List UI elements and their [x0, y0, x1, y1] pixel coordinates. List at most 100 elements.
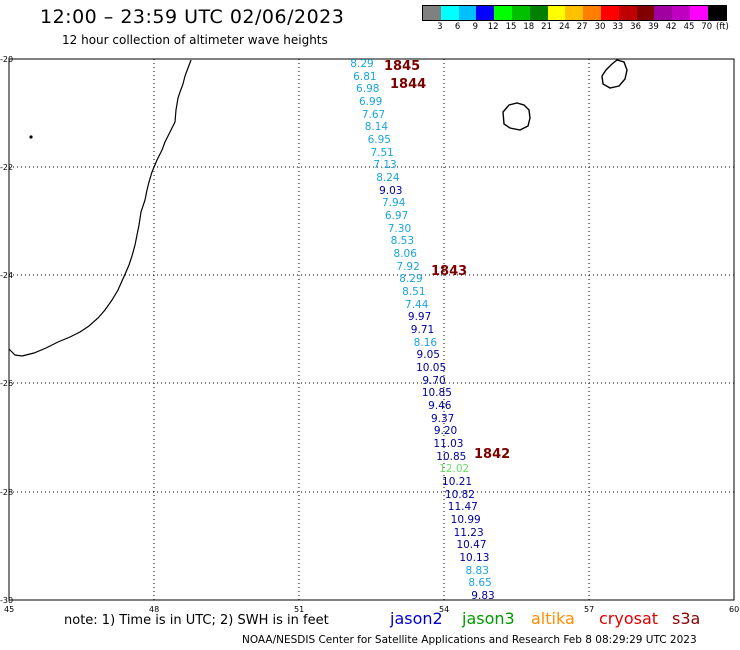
satellite-name: s3a: [672, 609, 701, 628]
latitude-tick-label: -20: [0, 55, 13, 64]
wave-height-label: 9.03: [379, 184, 403, 197]
satellite-name: cryosat: [599, 609, 659, 628]
legend-swatch: [511, 6, 530, 20]
wave-height-label: 9.83: [471, 590, 495, 602]
longitude-tick-label: 45: [4, 605, 14, 614]
longitude-tick-label: 48: [149, 605, 159, 614]
legend-label: 42: [665, 22, 677, 32]
islet-marker: [29, 135, 33, 139]
wave-height-label: 8.53: [390, 235, 415, 248]
latitude-tick-label: -30: [0, 596, 13, 605]
wave-height-label: 7.92: [396, 260, 420, 273]
wave-height-label: 9.37: [430, 412, 455, 425]
legend-swatch: [565, 6, 584, 20]
wave-height-label: 9.05: [416, 349, 440, 362]
legend-label: 12: [487, 22, 499, 32]
color-scale-legend: [422, 5, 727, 21]
wave-height-label: 8.16: [413, 336, 438, 349]
footer-note: note: 1) Time is in UTC; 2) SWH is in fe…: [64, 613, 329, 628]
wave-height-label: 7.13: [373, 159, 397, 172]
legend-label: 45: [683, 22, 695, 32]
wave-height-label: 10.13: [459, 552, 490, 564]
longitude-tick-label: 51: [294, 605, 304, 614]
wave-height-label: 8.24: [376, 172, 400, 184]
legend-label: 30: [594, 22, 606, 32]
wave-height-label: 9.20: [433, 425, 458, 438]
latitude-tick-label: -26: [0, 379, 13, 388]
reunion-island: [502, 102, 531, 131]
lat-lon-grid: [9, 59, 734, 600]
wave-height-label: 7.94: [381, 197, 406, 210]
wave-height-label: 8.65: [468, 577, 492, 590]
wave-height-label: 7.30: [387, 222, 412, 235]
legend-swatch: [423, 6, 441, 20]
wave-height-label: 10.05: [416, 362, 447, 374]
legend-label: 21: [541, 22, 553, 32]
footer-credit: NOAA/NESDIS Center for Satellite Applica…: [242, 634, 697, 646]
axis-tick-labels: 45 48 51 54 57 60 -20 -22 -24 -26 -28 -30: [0, 55, 739, 614]
wave-height-label: 8.29: [399, 273, 423, 286]
wave-height-label: 11.23: [453, 526, 484, 539]
longitude-tick-label: 60: [729, 605, 739, 614]
pass-time-label: 1845: [384, 59, 421, 74]
wave-height-label: 9.71: [410, 324, 435, 336]
wave-height-label: 7.51: [370, 146, 394, 159]
wave-height-label: 8.51: [402, 286, 426, 298]
wave-height-label: 9.46: [428, 400, 452, 412]
pass-time-label: 1842: [474, 447, 511, 462]
pass-time-label: 1844: [390, 77, 427, 92]
latitude-tick-label: -22: [0, 163, 13, 172]
legend-swatch: [494, 6, 512, 20]
chart-subtitle: 12 hour collection of altimeter wave hei…: [62, 33, 328, 47]
legend-swatch: [618, 6, 637, 20]
latitude-tick-label: -28: [0, 488, 13, 497]
legend-swatch: [583, 6, 601, 20]
wave-height-label: 9.97: [407, 311, 432, 324]
legend-label: 36: [630, 22, 642, 32]
legend-swatch: [689, 6, 708, 20]
wave-height-label: 10.21: [442, 476, 473, 488]
wave-height-label: 7.67: [361, 108, 386, 121]
pass-time-label: 1843: [431, 264, 468, 279]
satellite-name: jason2: [390, 609, 443, 628]
wave-height-label: 10.85: [436, 450, 467, 463]
wave-height-label: 8.06: [393, 248, 417, 260]
legend-label: 15: [505, 22, 517, 32]
wave-height-label: 6.98: [356, 83, 380, 96]
legend-label: 6: [454, 22, 461, 32]
satellite-name: jason3: [462, 609, 515, 628]
legend-swatch: [654, 6, 673, 20]
legend-label: 18: [523, 22, 535, 32]
legend-swatch: [547, 6, 566, 20]
plot-frame: [8, 58, 735, 601]
legend-label: 24: [558, 22, 570, 32]
legend-label: 33: [612, 22, 624, 32]
longitude-tick-label: 57: [584, 605, 594, 614]
wave-height-label: 6.81: [353, 70, 377, 83]
wave-height-label: 7.44: [405, 298, 429, 311]
legend-swatch: [458, 6, 477, 20]
satellite-name: altika: [531, 609, 575, 628]
wave-height-label: 8.29: [350, 58, 374, 70]
wave-height-label: 11.47: [447, 501, 478, 514]
wave-height-label: 6.99: [358, 96, 383, 108]
wave-height-label: 8.83: [465, 564, 489, 577]
wave-height-label: 9.70: [422, 374, 446, 387]
legend-swatch: [440, 6, 459, 20]
legend-swatch: [600, 6, 619, 20]
legend-label: 39: [647, 22, 659, 32]
legend-swatch: [707, 6, 726, 20]
longitude-tick-label: 54: [439, 605, 449, 614]
legend-swatch: [476, 6, 495, 20]
legend-unit: (ft): [716, 22, 729, 32]
wave-height-label: 6.95: [367, 134, 391, 146]
legend-label: 27: [576, 22, 588, 32]
wave-height-label: 10.99: [450, 514, 481, 526]
mauritius-island: [601, 59, 628, 89]
legend-swatch: [636, 6, 655, 20]
latitude-tick-label: -24: [0, 271, 13, 280]
wave-height-label: 10.82: [444, 488, 475, 501]
wave-height-label: 8.14: [364, 121, 389, 134]
legend-label: 70: [701, 22, 713, 32]
